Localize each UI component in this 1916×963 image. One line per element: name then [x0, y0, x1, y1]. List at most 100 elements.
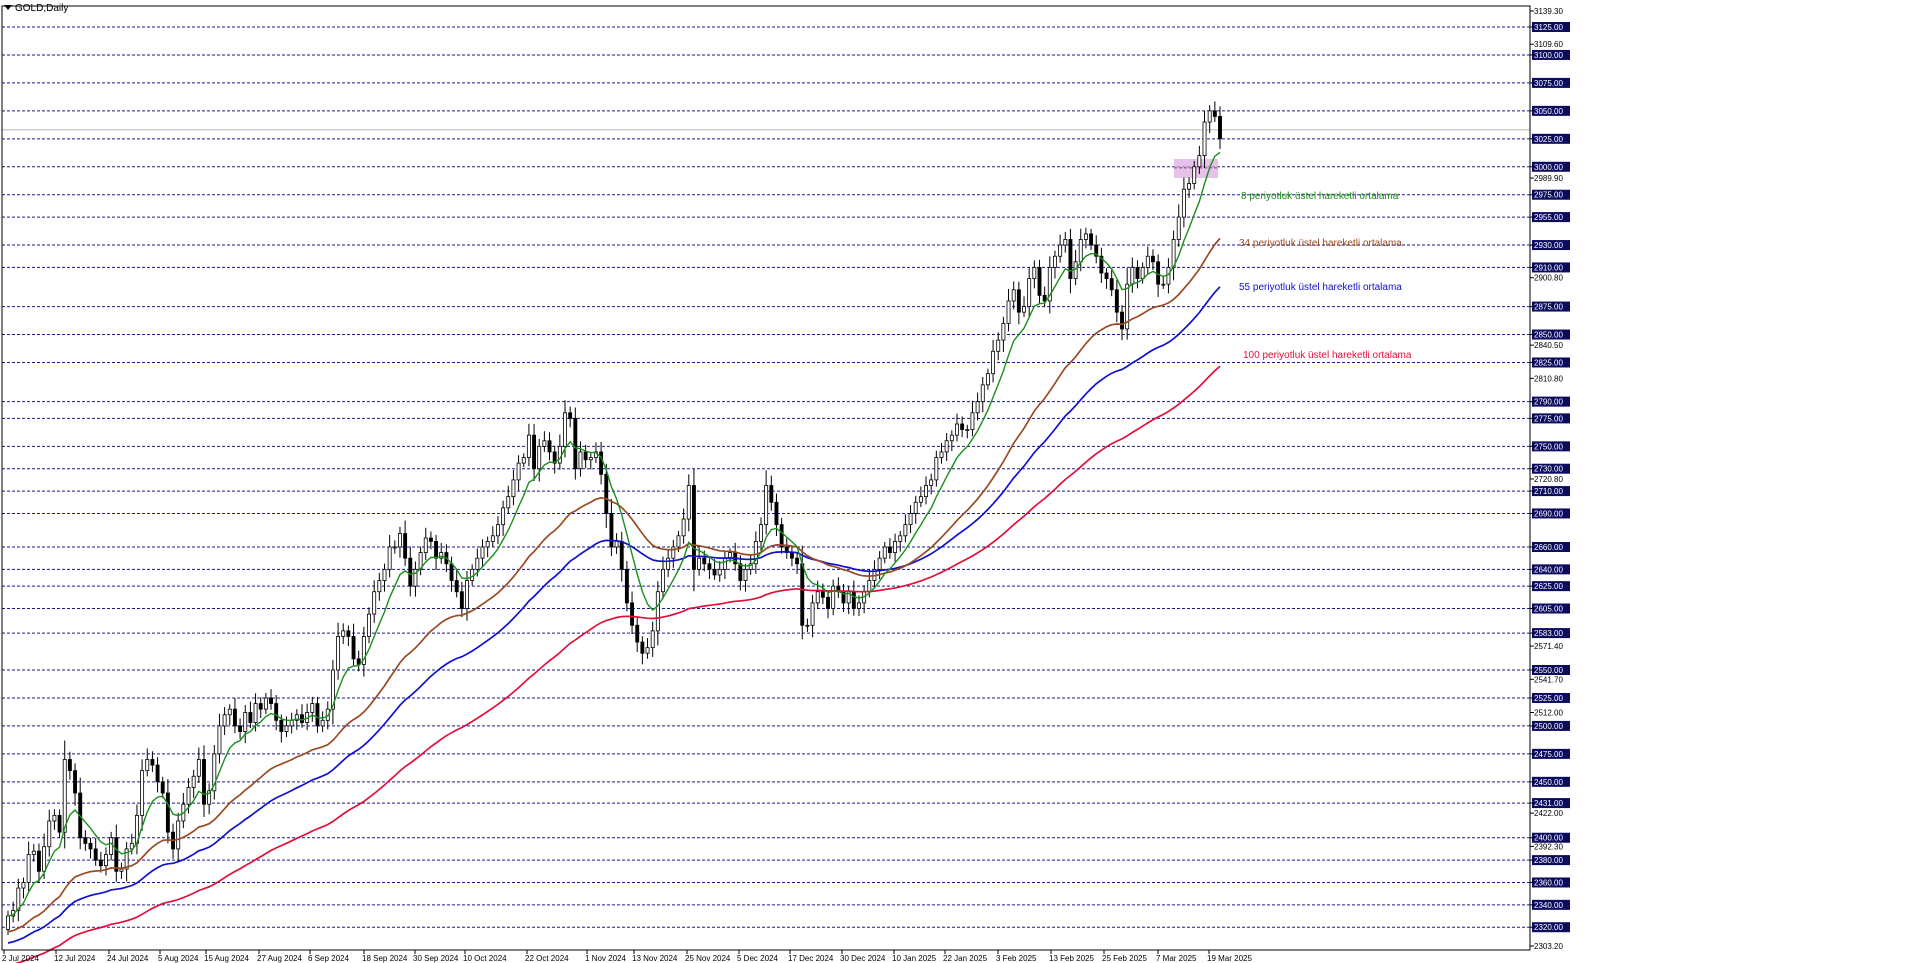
candle-body-124 — [645, 647, 650, 654]
candle-body-202 — [1047, 267, 1052, 302]
y-tick-label-2550.00: 2550.00 — [1534, 666, 1563, 675]
candle-body-59 — [310, 703, 315, 713]
price-flag-3125.00 — [1532, 21, 1570, 32]
candle-body-183 — [949, 434, 954, 442]
price-flag-2475.00 — [1532, 748, 1570, 759]
price-flag-2910.00 — [1532, 262, 1570, 273]
price-flag-2360.00 — [1532, 877, 1570, 888]
candle-body-146 — [759, 524, 763, 542]
y-tick-label-2989.90: 2989.90 — [1534, 174, 1563, 183]
candle-body-204 — [1058, 244, 1063, 257]
candle-body-138 — [717, 568, 722, 576]
candle-body-101 — [526, 434, 531, 458]
axes: 3139.30 3125.00 3109.60 3100.00 3075.00 3050.… — [1, 5, 1570, 963]
y-tick-label-2775.00: 2775.00 — [1534, 414, 1563, 423]
price-flag-2380.00 — [1532, 855, 1570, 866]
candle-body-66 — [346, 630, 351, 637]
candle-body-19 — [104, 854, 108, 867]
x-tick-label-12: 13 Nov 2024 — [632, 954, 678, 963]
ema34-line — [7, 237, 1221, 933]
y-tick-label-3139.30: 3139.30 — [1534, 7, 1563, 16]
y-tick-label-2710.00: 2710.00 — [1534, 487, 1563, 496]
legend: 8 periyotluk üstel hareketli ortalama 34… — [1239, 191, 1412, 361]
y-tick-label-2500.00: 2500.00 — [1534, 722, 1563, 731]
candle-body-154 — [800, 563, 805, 626]
candle-body-65 — [341, 630, 346, 637]
x-tick-label-9: 10 Oct 2024 — [463, 954, 507, 963]
candle-body-184 — [955, 423, 959, 436]
candle-body-205 — [1063, 239, 1068, 246]
candle-body-180 — [934, 457, 939, 481]
candle-body-72 — [377, 580, 382, 593]
y-tick-label-2380.00: 2380.00 — [1534, 856, 1563, 865]
y-tick-label-2512.00: 2512.00 — [1534, 709, 1563, 718]
candle-body-157 — [815, 591, 820, 604]
candle-body-198 — [1027, 278, 1032, 307]
candle-body-171 — [887, 546, 892, 553]
candle-body-128 — [666, 557, 671, 570]
candle-body-102 — [532, 434, 537, 470]
x-tick-label-19: 3 Feb 2025 — [996, 954, 1037, 963]
candle-body-69 — [361, 636, 366, 665]
candle-body-0 — [6, 915, 10, 930]
candle-body-119 — [619, 541, 624, 570]
candle-body-131 — [681, 518, 686, 537]
candle-body-134 — [697, 557, 702, 570]
y-tick-label-2975.00: 2975.00 — [1534, 191, 1563, 200]
candle-body-75 — [392, 546, 397, 549]
price-flag-2320.00 — [1532, 922, 1570, 933]
price-flag-2710.00 — [1532, 486, 1570, 497]
candle-body-47 — [248, 712, 253, 723]
price-flag-2605.00 — [1532, 603, 1570, 614]
candle-body-207 — [1073, 261, 1078, 280]
candle-body-179 — [929, 479, 934, 486]
price-flag-2525.00 — [1532, 692, 1570, 703]
y-tick-label-2400.00: 2400.00 — [1534, 834, 1563, 843]
candle-body-35 — [186, 787, 191, 805]
y-tick-label-2320.00: 2320.00 — [1534, 923, 1563, 932]
candle-body-156 — [810, 602, 815, 626]
candle-body-31 — [165, 792, 170, 833]
candle-body-60 — [315, 703, 320, 727]
candle-body-111 — [578, 451, 583, 470]
candle-body-218 — [1130, 267, 1135, 285]
candle-body-55 — [289, 719, 294, 727]
price-flag-2825.00 — [1532, 357, 1570, 368]
price-flag-2583.00 — [1532, 628, 1570, 639]
candle-body-70 — [367, 613, 371, 637]
candle-body-91 — [475, 557, 480, 570]
price-flag-2400.00 — [1532, 832, 1570, 843]
candle-body-120 — [624, 568, 629, 604]
y-tick-label-2525.00: 2525.00 — [1534, 694, 1563, 703]
candle-body-42 — [222, 714, 227, 727]
x-tick-label-7: 18 Sep 2024 — [362, 954, 408, 963]
candle-body-175 — [908, 513, 913, 526]
symbol-label: GOLD,Daily — [4, 3, 68, 14]
candle-body-221 — [1145, 255, 1150, 268]
candle-body-233 — [1207, 110, 1212, 123]
candle-body-37 — [196, 759, 201, 777]
price-flag-2775.00 — [1532, 413, 1570, 424]
ema8-line — [7, 151, 1221, 917]
x-tick-label-1: 12 Jul 2024 — [54, 954, 96, 963]
y-tick-label-2541.70: 2541.70 — [1534, 675, 1563, 684]
y-tick-label-2690.00: 2690.00 — [1534, 509, 1563, 518]
candle-body-147 — [764, 485, 769, 526]
price-flag-2660.00 — [1532, 541, 1570, 552]
y-tick-label-2875.00: 2875.00 — [1534, 303, 1563, 312]
x-tick-label-22: 7 Mar 2025 — [1156, 954, 1197, 963]
candle-body-216 — [1120, 311, 1124, 330]
y-tick-label-2955.00: 2955.00 — [1534, 213, 1563, 222]
candle-body-174 — [903, 524, 908, 537]
candle-body-229 — [1187, 183, 1192, 190]
candle-body-63 — [330, 669, 335, 710]
price-flag-2975.00 — [1532, 189, 1570, 200]
candle-body-36 — [191, 775, 196, 788]
candle-body-178 — [924, 485, 928, 498]
candle-body-115 — [599, 451, 604, 475]
x-tick-label-15: 17 Dec 2024 — [788, 954, 834, 963]
candle-body-212 — [1099, 255, 1104, 274]
candle-body-185 — [960, 423, 965, 430]
candle-body-17 — [93, 848, 98, 861]
